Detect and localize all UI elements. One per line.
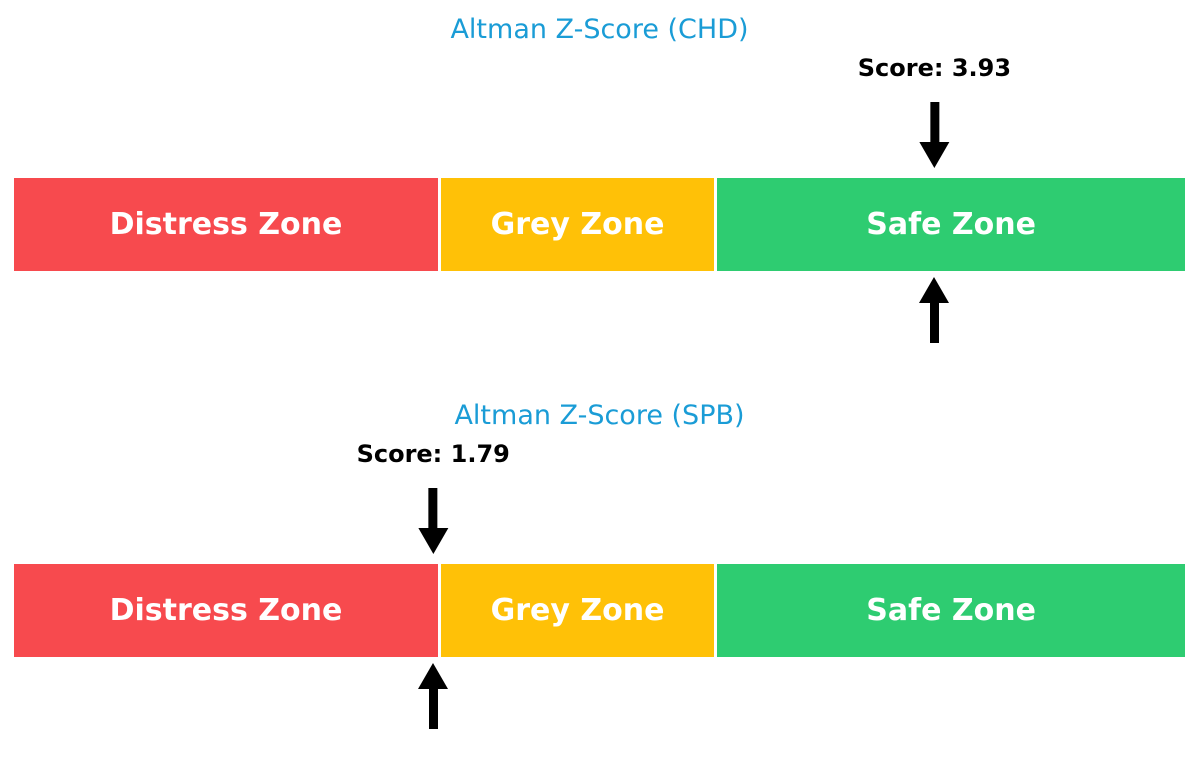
arrow-shaft [428, 488, 438, 528]
chart-title-spb: Altman Z-Score (SPB) [454, 400, 745, 431]
arrow-shaft [929, 303, 939, 343]
chart-title-chd: Altman Z-Score (CHD) [450, 14, 749, 45]
zone-safe: Safe Zone [714, 178, 1185, 271]
zone-bar-chd: Distress Zone Grey Zone Safe Zone [14, 178, 1185, 271]
score-pointer-spb [418, 663, 449, 729]
chart-spb: Altman Z-Score (SPB) Score: 1.79 Distres… [14, 396, 1185, 756]
arrow-shaft [428, 689, 438, 729]
arrow-head [418, 528, 449, 554]
score-marker-spb: Score: 1.79 [357, 440, 510, 554]
zone-grey-label: Grey Zone [490, 207, 665, 242]
zone-distress-label: Distress Zone [109, 207, 343, 242]
zone-distress-label: Distress Zone [109, 593, 343, 628]
arrow-down-icon [418, 488, 449, 554]
zone-bar-spb: Distress Zone Grey Zone Safe Zone [14, 564, 1185, 657]
score-label-spb: Score: 1.79 [356, 440, 510, 468]
score-label-chd: Score: 3.93 [857, 54, 1012, 82]
zone-distress: Distress Zone [14, 178, 438, 271]
zone-safe-label: Safe Zone [866, 207, 1036, 242]
arrow-shaft [929, 102, 939, 142]
arrow-head [418, 663, 449, 689]
zone-safe: Safe Zone [714, 564, 1185, 657]
arrow-up-icon [418, 663, 449, 729]
score-pointer-chd [919, 277, 950, 343]
arrow-down-icon [919, 102, 950, 168]
zone-distress: Distress Zone [14, 564, 438, 657]
zone-grey: Grey Zone [437, 178, 715, 271]
arrow-head [919, 277, 950, 303]
zone-grey: Grey Zone [437, 564, 715, 657]
chart-chd: Altman Z-Score (CHD) Score: 3.93 Distres… [14, 10, 1185, 370]
zone-safe-label: Safe Zone [866, 593, 1036, 628]
zone-grey-label: Grey Zone [490, 593, 665, 628]
arrow-up-icon [919, 277, 950, 343]
arrow-head [919, 142, 950, 168]
score-marker-chd: Score: 3.93 [858, 54, 1011, 168]
